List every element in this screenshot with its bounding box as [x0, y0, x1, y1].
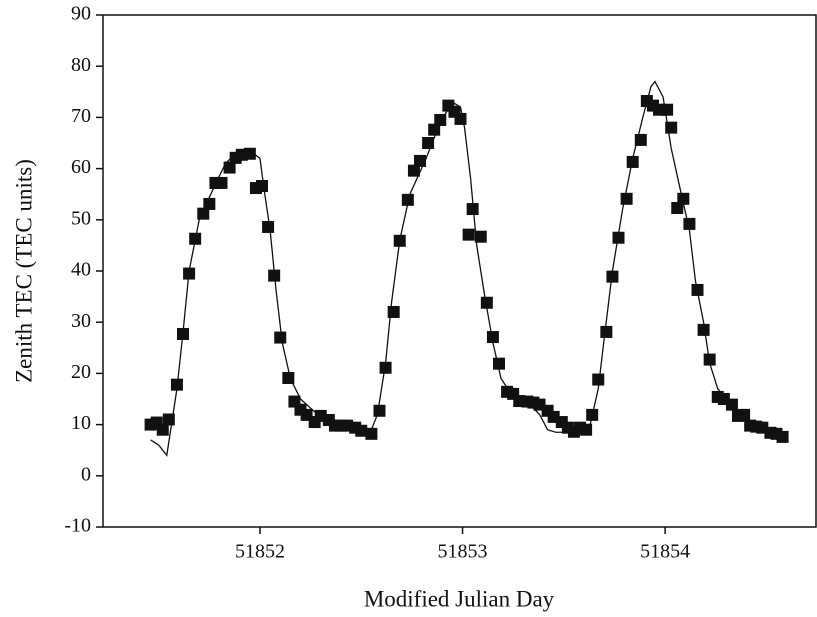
data-point: [407, 164, 420, 177]
data-point: [387, 305, 400, 318]
y-tick-label: 70: [71, 105, 91, 127]
data-point: [725, 398, 738, 411]
data-point: [223, 161, 236, 174]
data-point: [492, 357, 505, 370]
data-point: [620, 192, 633, 205]
data-point: [379, 361, 392, 374]
data-point: [401, 193, 414, 206]
data-point: [592, 373, 605, 386]
x-tick-label: 51854: [640, 541, 690, 563]
data-point: [373, 404, 386, 417]
y-tick-label: 0: [81, 463, 91, 485]
data-point: [428, 123, 441, 136]
data-point: [486, 331, 499, 344]
data-point: [661, 103, 674, 116]
data-point: [600, 325, 613, 338]
x-axis-title: Modified Julian Day: [364, 586, 555, 611]
data-point: [501, 385, 514, 398]
data-point: [203, 197, 216, 210]
x-tick-label: 51853: [438, 541, 488, 563]
data-point: [414, 154, 427, 167]
data-point: [677, 192, 690, 205]
y-tick-label: -10: [64, 515, 91, 537]
model-line: [150, 80, 785, 457]
data-point: [683, 217, 696, 230]
plot-frame: [102, 14, 817, 528]
data-point: [466, 203, 479, 216]
y-tick-label: 10: [71, 412, 91, 434]
data-point: [215, 176, 228, 189]
data-point: [738, 408, 751, 421]
data-point: [606, 270, 619, 283]
data-point: [365, 427, 378, 440]
y-tick-label: 40: [71, 259, 91, 281]
y-tick-label: 30: [71, 310, 91, 332]
data-point: [454, 112, 467, 125]
x-tick-label: 51852: [235, 541, 285, 563]
data-point: [262, 220, 275, 233]
data-point: [474, 230, 487, 243]
data-point: [626, 155, 639, 168]
y-tick-label: 80: [71, 54, 91, 76]
y-axis-title: Zenith TEC (TEC units): [11, 159, 36, 383]
data-point: [671, 202, 684, 215]
y-tick-label: 20: [71, 361, 91, 383]
y-tick-label: 90: [71, 3, 91, 25]
data-point: [256, 180, 269, 193]
y-tick-label: 60: [71, 156, 91, 178]
data-point: [480, 296, 493, 309]
y-tick-label: 50: [71, 207, 91, 229]
data-point: [580, 423, 593, 436]
data-point: [156, 423, 169, 436]
data-point: [697, 323, 710, 336]
data-point: [274, 331, 287, 344]
data-point: [462, 228, 475, 241]
